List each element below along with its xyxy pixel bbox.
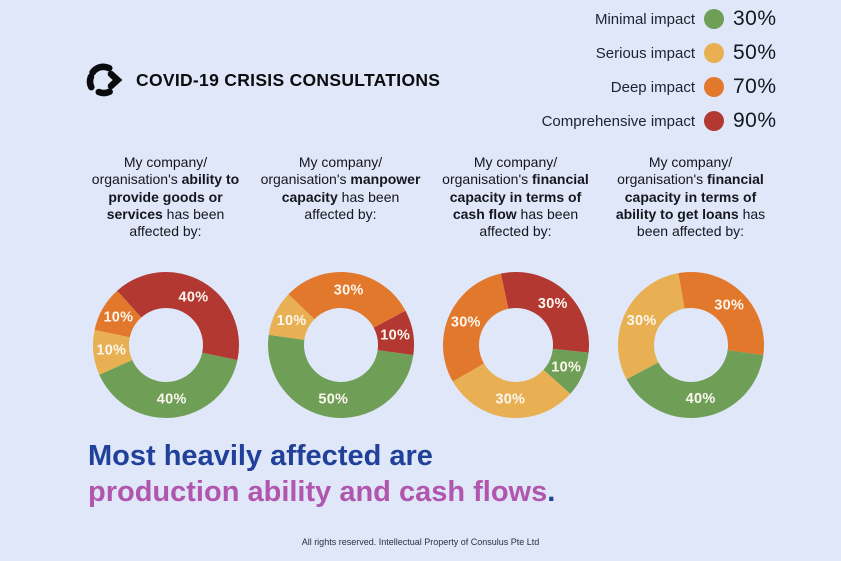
chart-column-manpower: My company/ organisation's manpower capa… (253, 154, 428, 430)
legend-item-minimal: Minimal impact 30% (542, 2, 781, 36)
donut-segment (543, 348, 589, 394)
slice-percentage-label: 10% (103, 310, 133, 326)
copyright-footer: All rights reserved. Intellectual Proper… (301, 537, 540, 547)
legend-item-serious: Serious impact 50% (542, 36, 781, 70)
legend-label: Deep impact (610, 78, 695, 96)
page-title: COVID-19 CRISIS CONSULTATIONS (136, 69, 441, 90)
slice-percentage-label: 30% (495, 392, 525, 408)
slice-percentage-label: 30% (450, 315, 480, 331)
slice-percentage-label: 10% (551, 359, 581, 375)
slice-percentage-label: 40% (156, 392, 186, 408)
slice-percentage-label: 40% (685, 391, 715, 407)
legend-percentage: 50% (733, 41, 777, 64)
consulus-logo-icon (86, 63, 123, 97)
chart-question: My company/ organisation's financial cap… (442, 154, 589, 240)
donut-segment (626, 350, 763, 419)
donut-segment (442, 273, 508, 382)
donut-segment (267, 334, 413, 419)
donut-segment (287, 271, 405, 328)
chart-question: My company/ organisation's manpower capa… (260, 154, 421, 223)
slice-percentage-label: 10% (96, 343, 126, 359)
legend-label: Serious impact (595, 44, 695, 62)
donut-segment (373, 310, 414, 356)
donut-segment (268, 294, 314, 340)
donut-segment (677, 272, 764, 356)
legend-label: Comprehensive impact (541, 112, 695, 130)
legend-percentage: 90% (733, 109, 777, 132)
donut-segment (452, 363, 570, 419)
headline: Most heavily affected are production abi… (88, 438, 555, 510)
chart-question: My company/ organisation's ability to pr… (91, 154, 240, 240)
legend-color-dot (704, 9, 724, 29)
donut-chart-loans: 30% 40% 30% (617, 272, 764, 419)
chart-question: My company/ organisation's financial cap… (615, 154, 766, 240)
slice-percentage-label: 50% (318, 392, 348, 408)
headline-line1: Most heavily affected are (88, 440, 433, 472)
slice-percentage-label: 30% (333, 283, 363, 299)
legend-percentage: 30% (733, 7, 777, 30)
chart-columns: My company/ organisation's ability to pr… (78, 154, 780, 430)
slice-percentage-label: 30% (626, 313, 656, 329)
slice-percentage-label: 30% (714, 297, 744, 313)
donut-segment (500, 272, 589, 353)
chart-column-production: My company/ organisation's ability to pr… (78, 154, 253, 430)
legend-label: Minimal impact (594, 10, 695, 28)
donut-chart-cashflow: 30% 10% 30% 30% (442, 272, 589, 419)
donut-segment (94, 290, 141, 338)
slice-percentage-label: 30% (537, 296, 567, 312)
donut-segment (98, 352, 237, 418)
brand-header: COVID-19 CRISIS CONSULTATIONS (84, 60, 440, 100)
donut-segment (116, 272, 239, 361)
donut-chart-production: 40% 40% 10% 10% (92, 272, 239, 418)
slice-percentage-label: 10% (380, 327, 410, 343)
legend-color-dot (704, 77, 724, 97)
impact-legend: Minimal impact 30% Serious impact 50% De… (542, 2, 781, 138)
chart-column-cashflow: My company/ organisation's financial cap… (428, 154, 603, 430)
legend-percentage: 70% (733, 75, 777, 98)
donut-chart-manpower: 30% 10% 50% 10% (267, 271, 414, 419)
legend-item-deep: Deep impact 70% (542, 70, 781, 104)
donut-segment (617, 273, 685, 380)
donut-segment (92, 329, 132, 375)
legend-item-comprehensive: Comprehensive impact 90% (542, 104, 781, 138)
legend-color-dot (704, 43, 724, 63)
slice-percentage-label: 10% (276, 313, 306, 329)
headline-line2: production ability and cash flows. (88, 476, 556, 508)
slice-percentage-label: 40% (178, 289, 208, 305)
chart-column-loans: My company/ organisation's financial cap… (603, 154, 778, 430)
legend-color-dot (704, 111, 724, 131)
